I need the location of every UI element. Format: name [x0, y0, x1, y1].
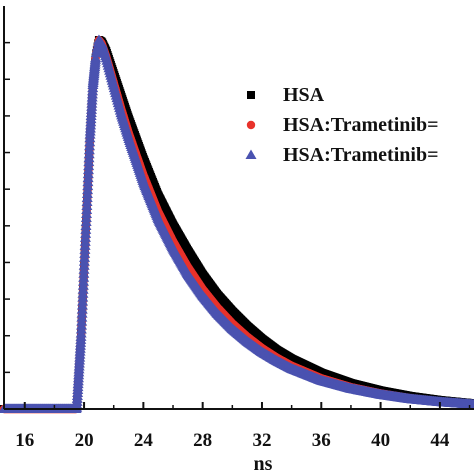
legend-label: HSA:Trametinib= [283, 144, 438, 166]
x-axis-title: ns [254, 453, 273, 474]
legend-marker-square [247, 91, 255, 99]
axis-ticks: 16 20 24 28 32 36 40 44 [4, 41, 471, 451]
x-tick-label: 32 [252, 430, 271, 451]
x-tick-label: 36 [312, 430, 331, 451]
x-tick-label: 24 [134, 430, 154, 451]
triangle-point [90, 52, 102, 63]
series-triangle [0, 34, 474, 413]
legend: HSA HSA:Trametinib= HSA:Trametinib= [245, 84, 438, 166]
series-square [0, 36, 474, 413]
x-tick-label: 20 [75, 430, 94, 451]
legend-label: HSA:Trametinib= [283, 114, 438, 136]
x-tick-label: 40 [371, 430, 390, 451]
x-tick-label: 28 [193, 430, 212, 451]
legend-marker-circle [246, 120, 256, 130]
x-tick-label: 44 [430, 430, 450, 451]
x-tick-label: 16 [15, 430, 34, 451]
series-circle [0, 35, 474, 414]
legend-label: HSA [283, 84, 325, 106]
legend-marker-triangle [245, 149, 257, 159]
data-markers [0, 34, 474, 414]
